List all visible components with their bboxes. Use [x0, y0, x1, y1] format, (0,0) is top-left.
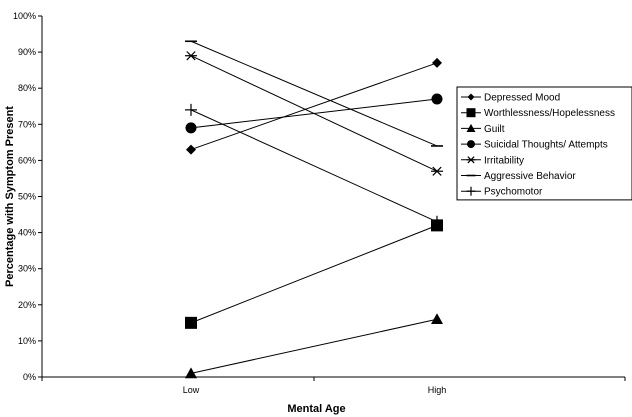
series-line: [190, 224, 438, 324]
data-point-marker: [431, 313, 443, 325]
data-point-marker: [432, 57, 442, 68]
y-tick-label: 70%: [18, 119, 36, 129]
series-diamond: [186, 57, 442, 155]
legend-label: Suicidal Thoughts/ Attempts: [484, 140, 608, 151]
legend-label: Worthlessness/Hopelessness: [484, 108, 615, 119]
legend: Depressed Mood Worthlessness/Hopelessness…: [456, 86, 632, 201]
y-tick-label: 50%: [18, 192, 36, 202]
y-tick-label: 10%: [18, 336, 36, 346]
y-tick-label: 0%: [23, 372, 36, 382]
legend-item: Psychomotor: [461, 186, 543, 198]
legend-label: Guilt: [484, 124, 505, 135]
y-tick-label: 40%: [18, 228, 36, 238]
legend-label: Depressed Mood: [484, 93, 560, 104]
data-point-marker: [185, 316, 197, 329]
series-line: [190, 40, 438, 147]
data-point-marker: [431, 166, 443, 176]
legend-item: Depressed Mood: [461, 93, 560, 104]
data-point-marker: [185, 367, 197, 379]
y-axis-ticks: 0% 10% 20% 30% 40% 50% 60% 70% 80% 90% 100%: [13, 11, 42, 382]
series-dash: [185, 40, 443, 147]
legend-item: Irritability: [461, 155, 524, 166]
legend-box: [456, 86, 632, 201]
data-point-marker: [431, 93, 443, 105]
data-point-marker: [466, 156, 476, 164]
legend-label: Aggressive Behavior: [484, 171, 576, 182]
x-axis-title: Mental Age: [287, 403, 345, 415]
data-point-marker: [431, 215, 443, 228]
y-tick-label: 90%: [18, 47, 36, 57]
data-point-marker: [466, 108, 476, 118]
series-group: [185, 40, 443, 379]
legend-label: Psychomotor: [484, 187, 543, 198]
data-point-marker: [466, 123, 476, 132]
data-point-marker: [185, 51, 197, 61]
data-point-marker: [467, 93, 475, 101]
series-line: [190, 109, 438, 223]
legend-label: Irritability: [484, 155, 524, 166]
y-tick-label: 20%: [18, 300, 36, 310]
series-line: [190, 318, 438, 374]
y-axis-title: Percentage with Symptom Present: [4, 106, 16, 287]
x-tick-label: Low: [183, 385, 200, 395]
legend-item: Aggressive Behavior: [461, 171, 576, 182]
data-point-marker: [185, 122, 197, 134]
y-tick-label: 80%: [18, 83, 36, 93]
legend-item: Guilt: [461, 124, 505, 135]
data-point-marker: [185, 103, 197, 116]
data-point-marker: [466, 186, 476, 196]
x-tick-label: High: [428, 385, 447, 395]
series-line: [190, 55, 438, 172]
y-tick-label: 30%: [18, 264, 36, 274]
data-point-marker: [467, 140, 475, 149]
legend-item: Suicidal Thoughts/ Attempts: [461, 140, 608, 151]
series-plus: [185, 103, 443, 228]
y-tick-label: 100%: [13, 11, 36, 21]
data-point-marker: [186, 144, 196, 155]
series-square: [185, 219, 443, 329]
y-tick-label: 60%: [18, 155, 36, 165]
series-line: [190, 62, 438, 151]
series-asterisk: [185, 51, 443, 176]
series-triangle: [185, 313, 443, 379]
legend-item: Worthlessness/Hopelessness: [461, 108, 615, 119]
x-axis-ticks: Low High: [41, 377, 626, 395]
